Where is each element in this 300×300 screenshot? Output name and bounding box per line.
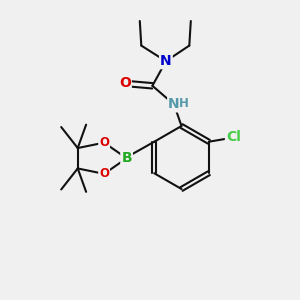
Text: O: O [99, 167, 109, 180]
Text: O: O [119, 76, 131, 90]
Text: O: O [99, 136, 109, 149]
Text: Cl: Cl [226, 130, 241, 144]
Text: N: N [168, 98, 180, 111]
Text: H: H [179, 97, 188, 110]
Text: B: B [121, 151, 132, 165]
Text: N: N [160, 54, 172, 68]
